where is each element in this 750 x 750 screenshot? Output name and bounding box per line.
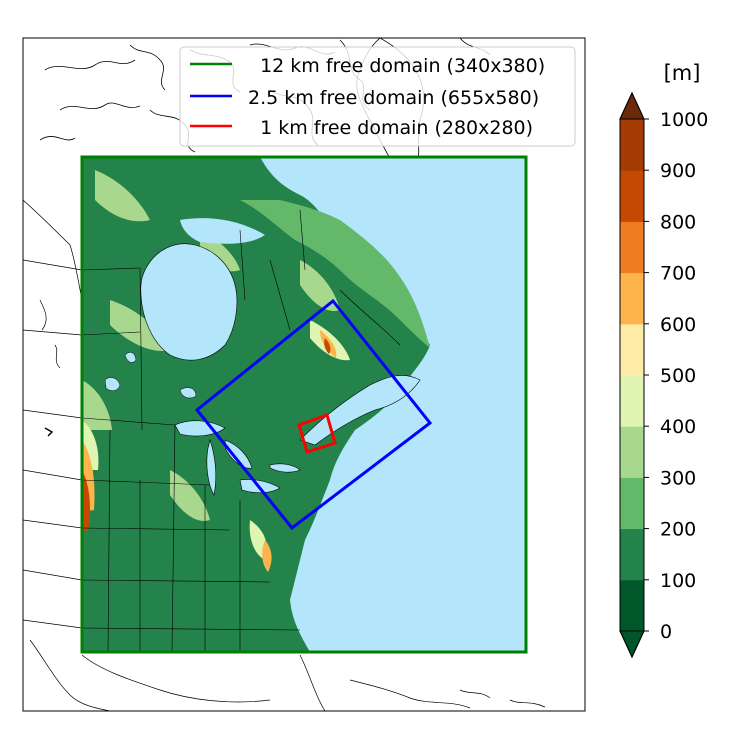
colorbar-extend-high bbox=[619, 91, 645, 120]
colorbar-segment bbox=[620, 579, 644, 632]
domain-12km-box bbox=[80, 155, 528, 654]
map-frame bbox=[22, 37, 586, 712]
colorbar-tick-label: 1000 bbox=[660, 109, 708, 131]
colorbar-tick-label: 800 bbox=[660, 211, 696, 233]
colorbar-segments bbox=[620, 119, 644, 632]
land-labrador bbox=[240, 200, 430, 348]
colorbar-tick-label: 900 bbox=[660, 160, 696, 182]
colorbar-segment bbox=[620, 119, 644, 171]
domain-2p5km-box bbox=[194, 298, 433, 531]
terrain-domain bbox=[82, 157, 526, 652]
domain-1km-box bbox=[297, 413, 337, 454]
legend-label-12km: 12 km free domain (340x380) bbox=[248, 55, 545, 77]
interior-lakes bbox=[104, 352, 197, 399]
legend-label-2p5km: 2.5 km free domain (655x580) bbox=[248, 87, 539, 109]
colorbar-segment bbox=[620, 323, 644, 376]
legend-label-1km: 1 km free domain (280x280) bbox=[248, 117, 533, 139]
colorbar-segment bbox=[620, 272, 644, 325]
legend: 12 km free domain (340x380) 2.5 km free … bbox=[179, 46, 576, 147]
map-panel bbox=[23, 38, 585, 711]
legend-box bbox=[179, 46, 576, 147]
colorbar: [m] 0 100 200 300 400 500 600 700 800 900 1000 bbox=[619, 61, 708, 659]
colorbar-segment bbox=[620, 426, 644, 478]
colorbar-segment bbox=[620, 477, 644, 530]
elevation-max bbox=[82, 338, 331, 532]
hudson-bay bbox=[140, 243, 238, 361]
colorbar-tick-label: 400 bbox=[660, 416, 696, 438]
colorbar-tick-label: 300 bbox=[660, 467, 696, 489]
hudson-strait bbox=[180, 218, 265, 244]
colorbar-ticks: 0 100 200 300 400 500 600 700 800 900 1000 bbox=[644, 109, 708, 643]
political-borders bbox=[82, 209, 401, 652]
colorbar-tick-label: 100 bbox=[660, 570, 696, 592]
western-borders bbox=[23, 199, 111, 711]
colorbar-extend-low bbox=[619, 630, 645, 659]
colorbar-tick-label: 500 bbox=[660, 365, 696, 387]
colorbar-tick-label: 200 bbox=[660, 519, 696, 541]
colorbar-tick-label: 700 bbox=[660, 263, 696, 285]
southern-coastlines bbox=[81, 654, 546, 711]
colorbar-tick-label: 600 bbox=[660, 314, 696, 336]
colorbar-tick-label: 0 bbox=[660, 621, 672, 643]
colorbar-segment bbox=[620, 221, 644, 274]
colorbar-unit-label: [m] bbox=[664, 61, 701, 85]
colorbar-segment bbox=[620, 528, 644, 581]
colorbar-segment bbox=[620, 375, 644, 427]
colorbar-segment bbox=[620, 170, 644, 222]
